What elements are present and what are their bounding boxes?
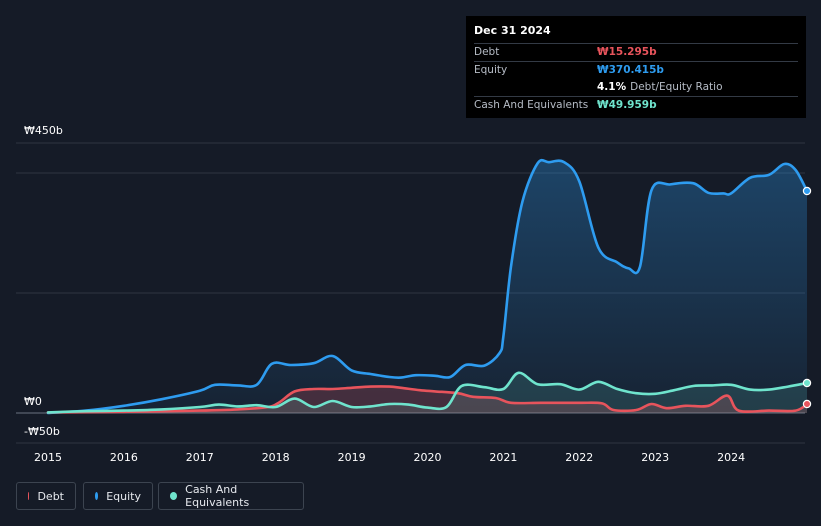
tooltip-panel: Dec 31 2024 Debt ₩15.295b Equity ₩370.41…: [466, 16, 806, 118]
equity-line: [46, 158, 809, 415]
legend-cash-label: Cash And Equivalents: [185, 483, 250, 509]
tooltip-debt-row: Debt ₩15.295b: [474, 43, 798, 61]
legend-debt-dot: [28, 492, 30, 500]
tooltip-equity-value: ₩370.415b: [597, 64, 664, 76]
x-tick-label: 2023: [641, 451, 669, 464]
debt-line: [46, 385, 809, 414]
legend-debt-label: Debt: [37, 489, 64, 503]
x-tick-label: 2022: [565, 451, 593, 464]
legend-item-equity[interactable]: Equity: [83, 482, 153, 510]
tooltip-equity-row: Equity ₩370.415b: [474, 61, 798, 79]
y-tick-label: ₩450b: [24, 124, 63, 137]
x-tick-label: 2017: [186, 451, 214, 464]
axis-labels: ₩450b ₩0 -₩50b 2015 2016 2017 2018 2019 2020 2021…: [24, 124, 745, 464]
x-tick-label: 2024: [717, 451, 745, 464]
legend-item-cash[interactable]: Cash And Equivalents: [158, 482, 304, 510]
tooltip-equity-label: Equity: [474, 64, 508, 76]
tooltip-debt-value: ₩15.295b: [597, 46, 657, 58]
x-tick-label: 2019: [338, 451, 366, 464]
debt-end-point: [802, 399, 812, 409]
x-tick-label: 2020: [414, 451, 442, 464]
equity-area: [48, 160, 807, 413]
y-tick-label: ₩0: [24, 395, 42, 408]
legend-equity-dot: [95, 492, 99, 500]
x-tick-label: 2021: [489, 451, 517, 464]
series-lines: [46, 158, 809, 415]
series-end-points: [802, 186, 812, 409]
legend-item-debt[interactable]: Debt: [16, 482, 76, 510]
tooltip-ratio-label: Debt/Equity Ratio: [630, 81, 723, 93]
legend-equity-label: Equity: [106, 489, 141, 503]
x-tick-label: 2016: [110, 451, 138, 464]
y-tick-label: -₩50b: [24, 425, 60, 438]
tooltip-ratio-row: 4.1% Debt/Equity Ratio: [474, 79, 798, 96]
tooltip-debt-label: Debt: [474, 46, 500, 58]
tooltip-cash-row: Cash And Equivalents ₩49.959b: [474, 96, 798, 114]
x-tick-label: 2018: [262, 451, 290, 464]
tooltip-cash-value: ₩49.959b: [597, 99, 657, 111]
legend-cash-dot: [170, 492, 178, 500]
x-tick-label: 2015: [34, 451, 62, 464]
debt-area: [48, 386, 807, 413]
equity-end-point: [802, 186, 812, 196]
tooltip-date: Dec 31 2024: [474, 24, 551, 37]
series-areas: [48, 160, 807, 413]
tooltip-ratio-value: 4.1%: [597, 81, 627, 93]
cash-end-point: [802, 378, 812, 388]
cash-area: [48, 372, 807, 413]
tooltip-cash-label: Cash And Equivalents: [474, 99, 589, 111]
cash-line: [46, 371, 809, 414]
